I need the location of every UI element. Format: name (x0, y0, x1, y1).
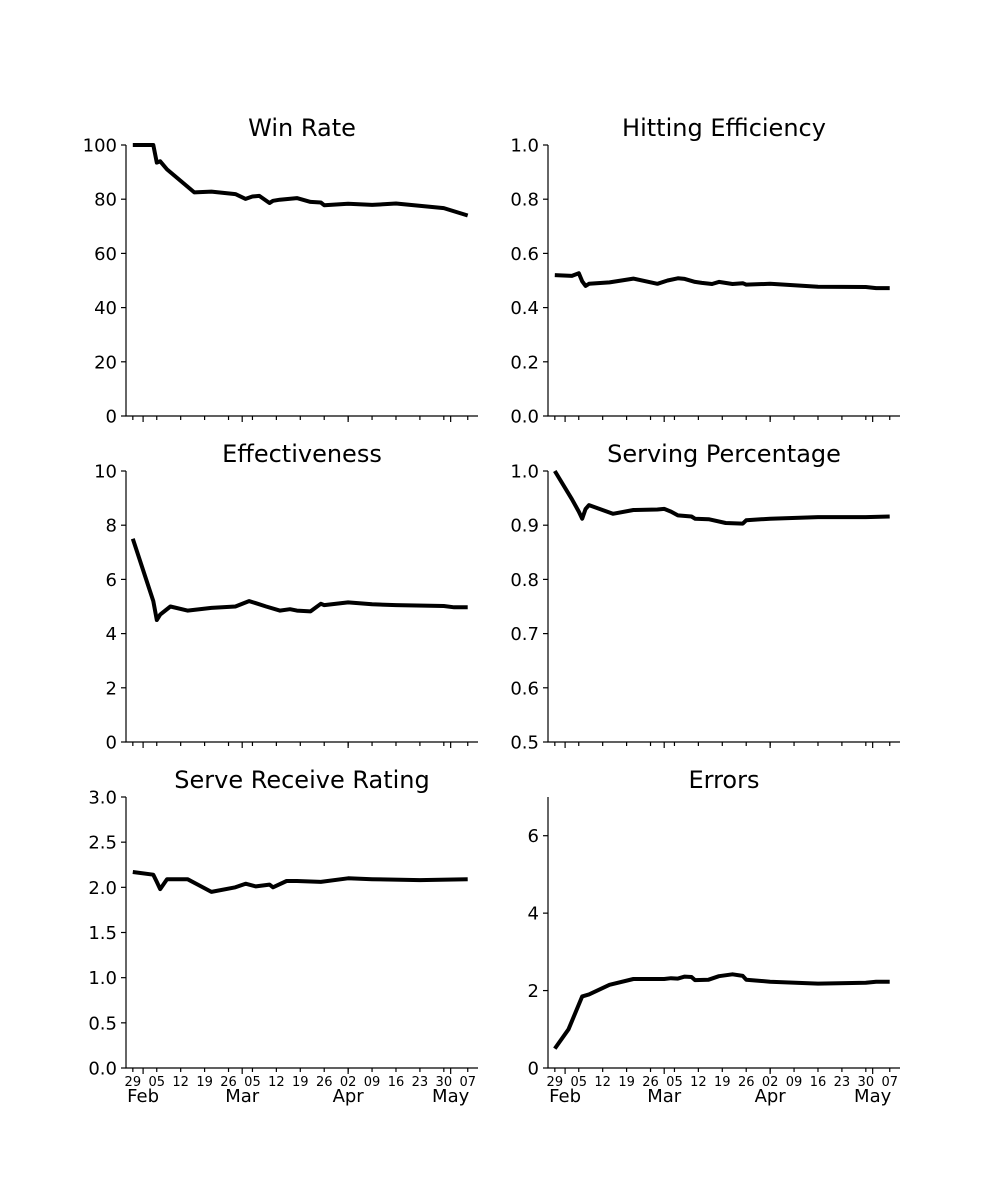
x-day-label: 23 (834, 1075, 851, 1090)
x-day-label: 26 (642, 1075, 659, 1090)
y-tick-label: 100 (83, 136, 117, 157)
y-tick-label: 1.0 (88, 968, 117, 989)
y-tick-label: 2 (106, 678, 117, 699)
chart-title: Errors (688, 766, 759, 794)
y-tick-label: 6 (106, 570, 117, 591)
x-day-label: 02 (340, 1075, 357, 1090)
x-day-label: 05 (666, 1075, 683, 1090)
series-line-hitting-efficiency (554, 271, 890, 291)
chart-title: Serve Receive Rating (174, 766, 429, 794)
y-tick-label: 40 (94, 298, 117, 319)
x-day-label: 09 (364, 1075, 381, 1090)
x-month-label: Apr (333, 1086, 365, 1107)
y-tick-label: 0.0 (88, 1059, 117, 1080)
y-tick-label: 0.9 (510, 516, 539, 537)
y-tick-label: 0.7 (510, 624, 539, 645)
x-day-label: 29 (547, 1075, 564, 1090)
x-day-label: 16 (810, 1075, 827, 1090)
series-line-errors (553, 972, 890, 1050)
x-day-label: 12 (690, 1075, 707, 1090)
y-tick-label: 0.8 (510, 190, 539, 211)
x-day-label: 19 (196, 1075, 213, 1090)
x-month-label: Mar (647, 1086, 682, 1107)
x-day-label: 12 (268, 1075, 285, 1090)
series-line-win-rate (132, 143, 469, 218)
y-tick-label: 2.0 (88, 878, 117, 899)
x-day-label: 26 (220, 1075, 237, 1090)
y-tick-label: 10 (94, 462, 117, 483)
x-day-label: 26 (316, 1075, 333, 1090)
series-line-serve-receive-rating (132, 870, 468, 894)
x-month-label: Feb (127, 1086, 159, 1107)
x-day-label: 05 (244, 1075, 261, 1090)
x-day-label: 05 (148, 1075, 165, 1090)
y-tick-label: 0.5 (510, 733, 539, 754)
y-tick-label: 0.4 (510, 298, 539, 319)
x-day-label: 09 (786, 1075, 803, 1090)
x-day-label: 30 (858, 1075, 875, 1090)
y-tick-label: 0.6 (510, 244, 539, 265)
x-day-label: 19 (714, 1075, 731, 1090)
x-month-label: May (854, 1086, 892, 1107)
y-tick-label: 20 (94, 352, 117, 373)
y-tick-label: 2.5 (88, 833, 117, 854)
x-day-label: 07 (459, 1075, 476, 1090)
chart-win-rate: Win Rate 0 20 40 60 80 100 (83, 114, 478, 428)
series-line-serving-percentage (553, 469, 890, 526)
x-day-label: 05 (570, 1075, 587, 1090)
chart-serving-percentage: Serving Percentage 0.5 0.6 0.7 0.8 0.9 1.0 (510, 440, 900, 754)
x-day-label: 02 (762, 1075, 779, 1090)
y-tick-label: 4 (106, 624, 117, 645)
x-month-label: Apr (755, 1086, 787, 1107)
x-day-label: 12 (594, 1075, 611, 1090)
y-tick-label: 6 (528, 826, 539, 847)
x-day-label: 19 (292, 1075, 309, 1090)
chart-effectiveness: Effectiveness 0 2 4 6 8 10 (94, 440, 478, 754)
y-tick-label: 0.8 (510, 570, 539, 591)
y-tick-label: 0 (106, 733, 117, 754)
y-tick-label: 60 (94, 244, 117, 265)
x-day-label: 19 (618, 1075, 635, 1090)
y-tick-label: 0.2 (510, 352, 539, 373)
y-tick-label: 3.0 (88, 788, 117, 809)
y-tick-label: 0 (106, 407, 117, 428)
y-tick-label: 0.5 (88, 1013, 117, 1034)
chart-title: Hitting Efficiency (622, 114, 826, 142)
series-line-effectiveness (130, 538, 468, 622)
chart-hitting-efficiency: Hitting Efficiency 0.0 0.2 0.4 0.6 0.8 1.0 (510, 114, 900, 428)
y-tick-label: 80 (94, 190, 117, 211)
x-day-label: 16 (388, 1075, 405, 1090)
y-tick-label: 0 (528, 1059, 539, 1080)
x-month-label: Feb (549, 1086, 581, 1107)
x-day-label: 07 (881, 1075, 898, 1090)
y-tick-label: 2 (528, 981, 539, 1002)
x-day-label: 12 (172, 1075, 189, 1090)
y-tick-label: 1.5 (88, 923, 117, 944)
y-tick-label: 4 (528, 904, 539, 925)
y-tick-label: 0.0 (510, 407, 539, 428)
x-day-label: 26 (738, 1075, 755, 1090)
chart-serve-receive-rating: Serve Receive Rating 0.0 0.5 1.0 1.5 2.0 2.5 3.… (88, 766, 478, 1107)
y-tick-label: 8 (106, 516, 117, 537)
y-tick-label: 1.0 (510, 462, 539, 483)
chart-title: Serving Percentage (607, 440, 841, 468)
x-day-label: 29 (125, 1075, 142, 1090)
chart-title: Effectiveness (222, 440, 382, 468)
y-tick-label: 0.6 (510, 678, 539, 699)
x-month-label: Mar (225, 1086, 260, 1107)
x-month-label: May (432, 1086, 470, 1107)
chart-title: Win Rate (248, 114, 356, 142)
y-tick-label: 1.0 (510, 136, 539, 157)
x-day-label: 23 (412, 1075, 429, 1090)
x-day-label: 30 (436, 1075, 453, 1090)
